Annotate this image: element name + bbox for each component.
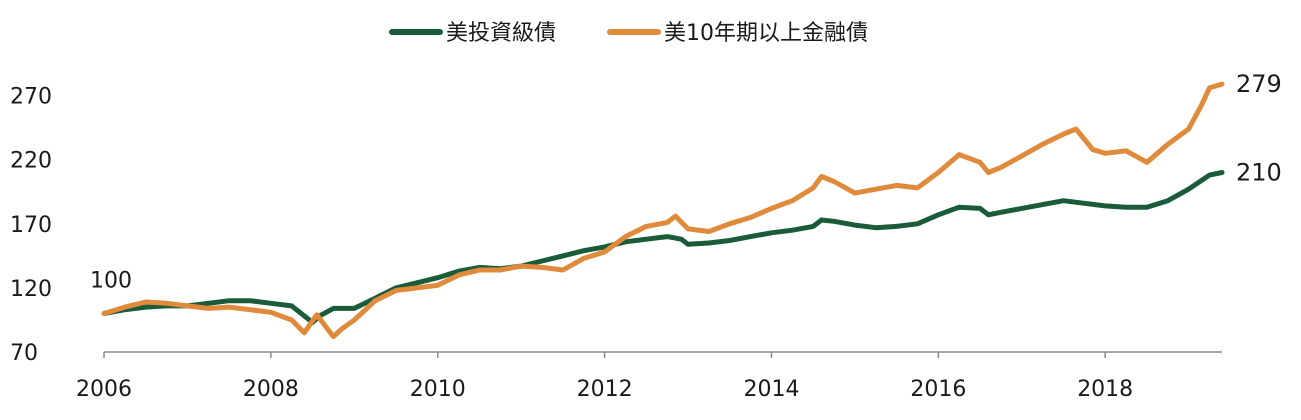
y-tick-label: 220 [10, 149, 52, 174]
legend-label: 美投資級債 [446, 21, 556, 46]
x-tick-label: 2012 [577, 377, 633, 402]
x-tick-label: 2014 [743, 377, 799, 402]
end-value-label: 210 [1236, 159, 1282, 187]
series-layer [101, 81, 1225, 340]
start-value-label: 100 [90, 269, 132, 294]
x-tick-label: 2008 [243, 377, 299, 402]
legend: 美投資級債 美10年期以上金融債 [389, 21, 868, 46]
x-axis: 2006 2008 2010 2012 2014 2016 2018 [76, 351, 1222, 402]
y-tick-label: 70 [10, 341, 38, 366]
y-tick-label: 270 [10, 85, 52, 110]
legend-label: 美10年期以上金融債 [664, 21, 868, 46]
labels-layer: 210 279 100 [90, 70, 1282, 293]
x-tick-label: 2010 [410, 377, 466, 402]
end-value-label: 279 [1236, 70, 1282, 98]
series-line-investment-grade [101, 170, 1225, 325]
y-tick-label: 170 [10, 213, 52, 238]
series-line-financial-10y [101, 81, 1225, 340]
y-tick-label: 120 [10, 277, 52, 302]
y-axis: 70 120 170 220 270 [10, 85, 52, 366]
x-tick-label: 2006 [76, 377, 132, 402]
x-tick-label: 2018 [1077, 377, 1133, 402]
x-tick-label: 2016 [910, 377, 966, 402]
